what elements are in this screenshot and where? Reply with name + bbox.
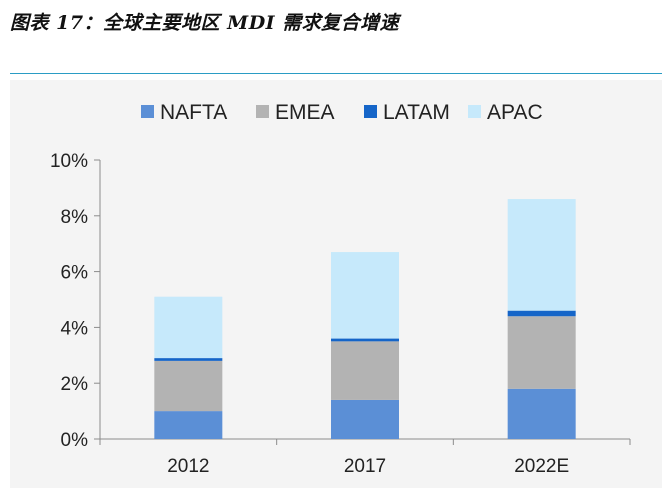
x-category-label: 2017 (344, 456, 386, 477)
bar-latam-2017 (331, 338, 399, 342)
legend-swatch-apac (468, 105, 481, 118)
stacked-bar-chart: NAFTA EMEA LATAM APAC 0% 2% 4% 6% 8% 10% 2012 2017… (50, 101, 631, 477)
y-tick-label: 8% (61, 207, 89, 228)
legend-swatch-emea (256, 105, 269, 118)
legend-label-apac: APAC (487, 101, 543, 124)
bar-apac-2022e (507, 199, 576, 311)
chart-legend: NAFTA EMEA LATAM APAC (141, 101, 543, 124)
legend-label-latam: LATAM (383, 101, 450, 124)
title-divider (10, 73, 662, 74)
bar-apac-2017 (331, 252, 399, 339)
legend-label-emea: EMEA (275, 101, 335, 124)
bar-latam-2012 (154, 358, 223, 361)
bar-nafta-2012 (154, 411, 223, 439)
y-tick-label: 0% (61, 430, 89, 451)
y-tick-label: 2% (61, 374, 89, 395)
legend-label-nafta: NAFTA (160, 101, 227, 124)
chart-bars (154, 199, 576, 439)
legend-swatch-latam (364, 105, 377, 118)
x-category-label: 2022E (514, 456, 569, 477)
x-category-label: 2012 (167, 456, 209, 477)
bar-nafta-2017 (331, 399, 399, 439)
chart-labels: 0% 2% 4% 6% 8% 10% 2012 2017 2022E (50, 151, 569, 477)
y-tick-label: 4% (61, 318, 89, 339)
legend-swatch-nafta (141, 105, 154, 118)
bar-emea-2017 (331, 341, 399, 400)
bar-latam-2022e (507, 310, 576, 317)
bar-emea-2012 (154, 360, 223, 412)
bar-emea-2022e (507, 316, 576, 389)
y-tick-label: 6% (61, 263, 89, 284)
bar-nafta-2022e (507, 388, 576, 439)
chart-panel: NAFTA EMEA LATAM APAC 0% 2% 4% 6% 8% 10% 2012 2017… (10, 80, 662, 488)
y-tick-label: 10% (50, 151, 88, 172)
bar-apac-2012 (154, 296, 223, 359)
figure-title: 图表 17：全球主要地区 MDI 需求复合增速 (10, 12, 400, 34)
